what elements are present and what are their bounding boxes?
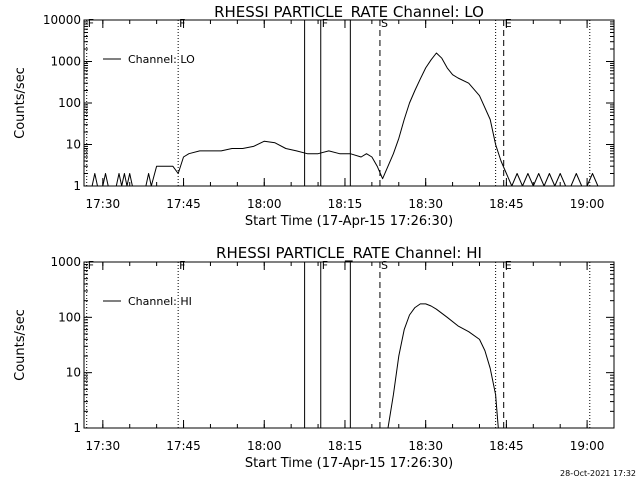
panel-2: RHESSI PARTICLE_RATE Channel: HI 1 10 100 10… (13, 244, 615, 471)
event-marker-label: S (381, 17, 388, 30)
event-marker-label: F (322, 259, 328, 272)
legend-entry: Channel: LO (128, 53, 195, 66)
y-tick-label: 100 (58, 310, 81, 324)
x-tick-label: 17:30 (86, 439, 121, 453)
y-axis-label: Counts/sec (13, 309, 28, 381)
x-tick-label: 17:30 (86, 197, 121, 211)
plot-frame (83, 19, 615, 187)
event-marker-label: F (179, 17, 185, 30)
x-tick-label: 18:00 (247, 197, 282, 211)
x-tick-label: 18:15 (328, 197, 363, 211)
y-tick-label: 10 (66, 138, 81, 152)
x-tick-label: 18:45 (489, 197, 524, 211)
x-axis-label: Start Time (17-Apr-15 17:26:30) (245, 214, 453, 229)
y-tick-label: 10 (66, 366, 81, 380)
y-tick-label: 1 (73, 179, 81, 193)
x-tick-label: 18:00 (247, 439, 282, 453)
y-axis-label: Counts/sec (13, 67, 28, 139)
event-marker-label: E (505, 17, 512, 30)
x-tick-label: 17:45 (166, 439, 201, 453)
event-marker-label: F (322, 17, 328, 30)
chart-title: RHESSI PARTICLE_RATE Channel: LO (214, 3, 484, 22)
legend-entry: Channel: HI (128, 295, 192, 308)
x-tick-label: 19:00 (570, 197, 605, 211)
x-tick-label: 18:30 (408, 197, 443, 211)
event-marker-label: F (88, 259, 94, 272)
x-tick-label: 18:30 (408, 439, 443, 453)
x-tick-label: 18:15 (328, 439, 363, 453)
y-tick-label: 1000 (50, 255, 81, 269)
y-tick-label: 10000 (43, 13, 81, 27)
x-tick-label: 19:00 (570, 439, 605, 453)
chart-title: RHESSI PARTICLE_RATE Channel: HI (216, 244, 482, 263)
plot-frame (83, 261, 615, 429)
series-line (387, 303, 499, 429)
y-tick-label: 1 (73, 421, 81, 435)
event-marker-label: S (381, 259, 388, 272)
event-marker-label: F (179, 259, 185, 272)
event-marker-label: F (88, 17, 94, 30)
y-tick-label: 1000 (50, 55, 81, 69)
panel-1: RHESSI PARTICLE_RATE Channel: LO 1 10 100 10… (13, 3, 615, 229)
x-tick-label: 17:45 (166, 197, 201, 211)
x-tick-label: 18:45 (489, 439, 524, 453)
y-tick-label: 100 (58, 96, 81, 110)
series-line (86, 52, 599, 187)
footer-timestamp: 28-Oct-2021 17:32 (560, 469, 636, 478)
event-marker-label: E (505, 259, 512, 272)
x-axis-label: Start Time (17-Apr-15 17:26:30) (245, 456, 453, 471)
